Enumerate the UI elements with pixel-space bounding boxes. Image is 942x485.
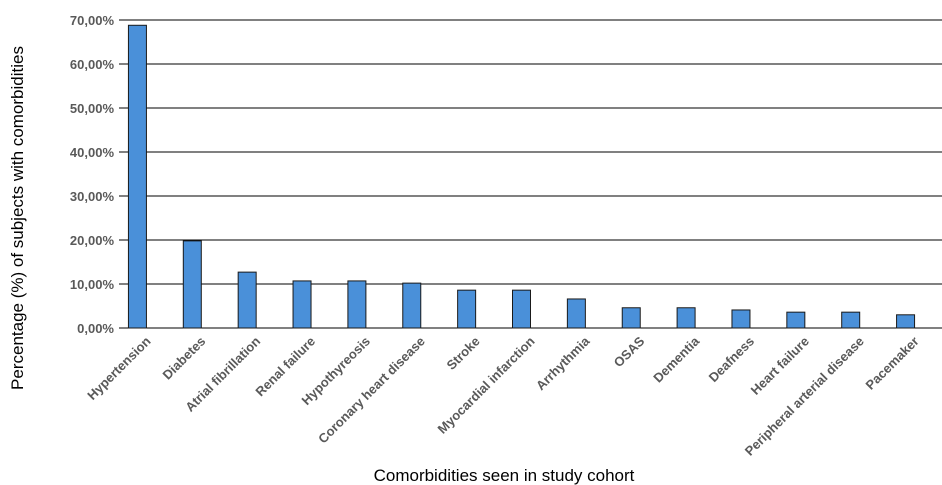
x-category-label: Myocardial infarction <box>435 333 538 436</box>
y-tick-label: 60,00% <box>70 57 115 72</box>
bar <box>237 271 257 329</box>
x-category-label: Diabetes <box>159 334 208 383</box>
bar <box>676 307 696 329</box>
y-tick-label: 0,00% <box>77 321 114 336</box>
bar <box>347 280 367 329</box>
y-tick-label: 10,00% <box>70 277 115 292</box>
bar <box>182 240 202 329</box>
x-category-label: Pacemaker <box>863 334 922 393</box>
bar <box>621 307 641 329</box>
bars <box>127 24 916 329</box>
x-category-label: Deafness <box>706 334 757 385</box>
bar <box>841 311 861 329</box>
y-axis-title: Percentage (%) of subjects with comorbid… <box>8 46 27 390</box>
bar <box>786 311 806 329</box>
bar <box>512 289 531 329</box>
x-category-label: Peripheral arterial disease <box>742 334 867 459</box>
x-axis-title: Comorbidities seen in study cohort <box>374 466 635 485</box>
bar <box>896 314 916 329</box>
bar <box>457 289 477 329</box>
x-category-label: Arrhythmia <box>533 333 593 393</box>
y-axis-tick-labels: 0,00% 10,00% 20,00% 30,00% 40,00% 50,00% 60,00… <box>70 13 115 336</box>
x-category-label: Coronary heart disease <box>315 334 428 447</box>
bar <box>731 309 751 329</box>
x-category-label: Stroke <box>444 334 483 373</box>
bar <box>566 298 586 329</box>
bar <box>402 282 422 329</box>
y-tick-label: 40,00% <box>70 145 115 160</box>
y-tick-label: 50,00% <box>70 101 115 116</box>
x-category-label: OSAS <box>611 333 648 370</box>
bar <box>292 280 312 329</box>
x-category-label: Dementia <box>650 333 703 386</box>
y-tick-label: 20,00% <box>70 233 115 248</box>
y-tick-label: 30,00% <box>70 189 115 204</box>
y-tick-label: 70,00% <box>70 13 115 28</box>
bar <box>127 24 147 329</box>
x-category-label: Hypertension <box>84 333 153 402</box>
